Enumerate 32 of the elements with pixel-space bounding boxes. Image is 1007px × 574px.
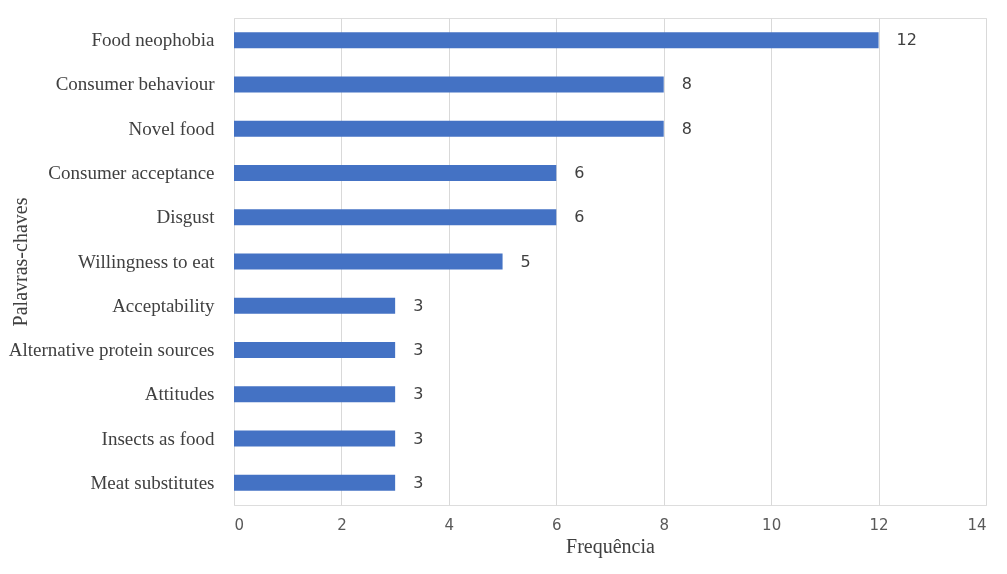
data-label: 8 xyxy=(681,74,692,94)
x-tick-label: 2 xyxy=(337,515,347,534)
y-tick-label: Novel food xyxy=(128,117,215,139)
data-label: 3 xyxy=(413,295,424,315)
x-tick-label: 0 xyxy=(234,515,245,534)
x-tick-label: 10 xyxy=(762,515,782,534)
data-label: 6 xyxy=(574,207,585,227)
y-tick-label: Attitudes xyxy=(144,383,215,405)
y-tick-label: Consumer behaviour xyxy=(55,73,216,95)
data-label: 3 xyxy=(413,340,424,360)
y-tick-label: Meat substitutes xyxy=(90,471,215,493)
data-label: 8 xyxy=(681,118,692,138)
data-label: 3 xyxy=(413,428,424,448)
x-axis-title: Frequência xyxy=(566,534,656,558)
x-tick-label: 6 xyxy=(552,515,562,534)
y-tick-label: Consumer acceptance xyxy=(48,161,215,183)
y-axis-title: Palavras-chaves xyxy=(8,197,31,327)
data-label: 3 xyxy=(413,472,424,492)
data-label: 12 xyxy=(896,30,917,50)
y-tick-label: Willingness to eat xyxy=(78,250,216,272)
y-tick-label: Insects as food xyxy=(101,427,215,449)
data-label: 6 xyxy=(574,162,585,182)
x-tick-label: 8 xyxy=(659,515,669,534)
y-tick-label: Alternative protein sources xyxy=(8,339,215,361)
x-tick-label: 4 xyxy=(444,515,455,534)
y-tick-label: Disgust xyxy=(156,206,216,228)
data-label: 3 xyxy=(413,384,424,404)
y-tick-label: Food neophobia xyxy=(91,29,216,51)
x-tick-label: 12 xyxy=(869,515,889,534)
data-label: 5 xyxy=(520,251,531,271)
y-tick-label: Acceptability xyxy=(112,294,215,316)
x-tick-label: 14 xyxy=(967,515,987,534)
